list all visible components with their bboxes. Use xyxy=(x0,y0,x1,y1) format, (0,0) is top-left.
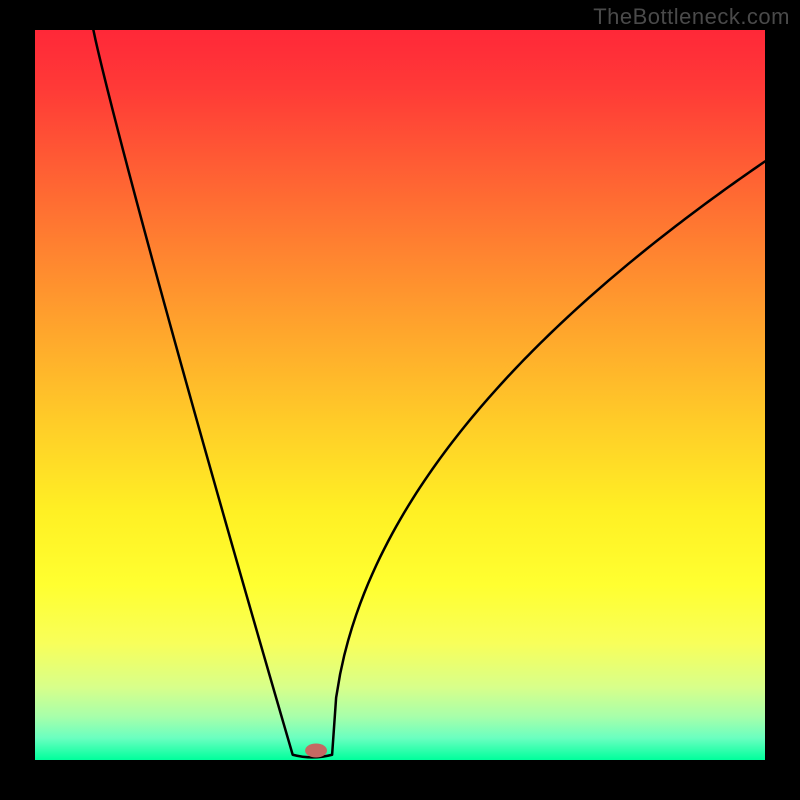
optimum-marker xyxy=(305,744,327,758)
watermark-text: TheBottleneck.com xyxy=(593,4,790,30)
plot-background xyxy=(35,30,765,760)
chart-svg xyxy=(0,0,800,800)
chart-container: TheBottleneck.com xyxy=(0,0,800,800)
